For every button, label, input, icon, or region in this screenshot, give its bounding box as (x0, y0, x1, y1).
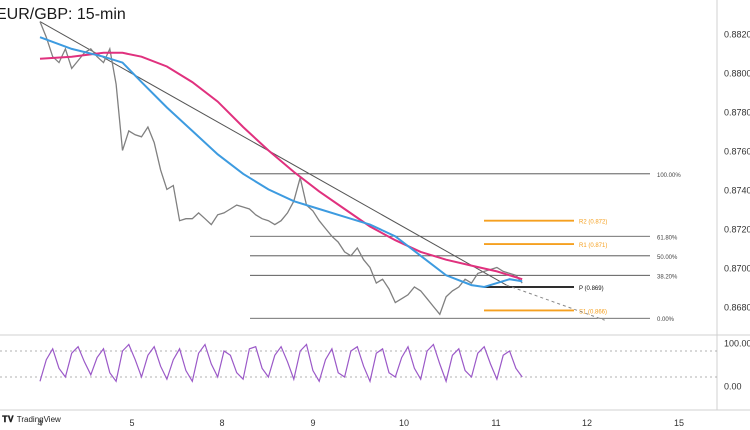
time-tick-label: 8 (219, 418, 224, 428)
tradingview-logo-icon: 𝐓𝐕 (2, 414, 14, 424)
brand-name: TradingView (16, 415, 61, 424)
price-tick-label: 0.86800 (724, 303, 750, 313)
fib-level-label: 0.00% (657, 317, 675, 323)
time-tick-label: 5 (129, 418, 134, 428)
oscillator-tick-label: 0.00 (724, 382, 742, 392)
oscillator-tick-label: 100.00 (724, 338, 750, 348)
time-tick-label: 11 (491, 418, 500, 428)
pivot-level-label: S1 (0.866) (579, 309, 607, 315)
pivot-level-label: R1 (0.871) (579, 243, 607, 249)
pivot-level-label: R2 (0.872) (579, 220, 607, 226)
time-tick-label: 12 (582, 418, 592, 428)
fib-level-label: 38.20% (657, 274, 678, 280)
fib-level-label: 100.00% (657, 173, 681, 179)
series-line-moving-average-pink (39, 51, 523, 281)
series-line-moving-average-blue (39, 36, 523, 289)
time-tick-label: 4 (37, 418, 42, 428)
series-line-stochastic-oscillator (39, 343, 523, 384)
fib-level-label: 61.80% (657, 235, 678, 241)
series-line-price (39, 21, 523, 316)
fib-level-label: 50.00% (657, 255, 678, 261)
brand: 𝐓𝐕 TradingView (2, 414, 61, 425)
time-tick-label: 9 (310, 418, 315, 428)
time-tick-label: 10 (399, 418, 409, 428)
page-title: EUR/GBP: 15-min (0, 6, 126, 23)
pivot-level-label: P (0.869) (579, 286, 604, 292)
time-tick-label: 15 (674, 418, 684, 428)
